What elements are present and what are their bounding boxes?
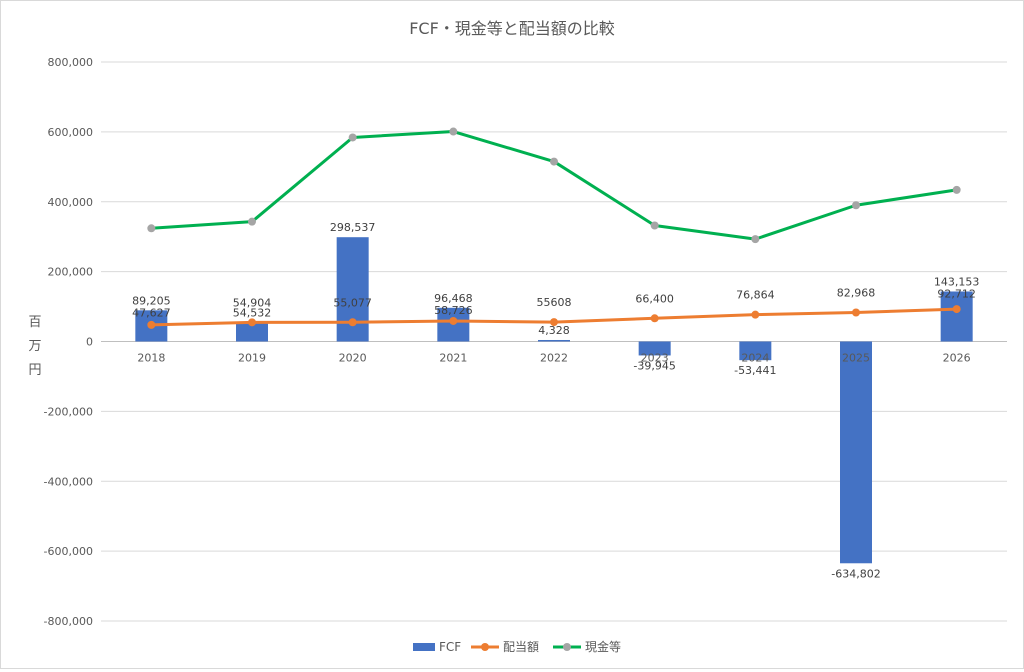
dividend-point xyxy=(449,316,458,325)
fcf-bar xyxy=(940,291,973,342)
x-tick-label: 2024 xyxy=(741,352,769,365)
x-axis-ticks: 2018 2019 2020 2021 2022 2023 2024 2025 2026 xyxy=(137,352,970,365)
legend-cash-marker xyxy=(563,643,571,651)
y-axis-label: 百万円 xyxy=(28,315,41,378)
fcf-bar xyxy=(638,341,671,356)
cash-point xyxy=(348,133,357,142)
dividend-data-label: 76,864 xyxy=(736,289,775,302)
y-axis-label-char: 万 xyxy=(28,339,41,354)
fcf-bars xyxy=(135,237,973,564)
dividend-point xyxy=(751,310,760,319)
fcf-data-label: 298,537 xyxy=(330,221,376,234)
x-tick-label: 2018 xyxy=(137,352,165,365)
cash-point xyxy=(952,185,961,194)
dividend-point xyxy=(147,320,156,329)
x-tick-label: 2019 xyxy=(238,352,266,365)
y-tick-label: -800,000 xyxy=(44,615,93,628)
fcf-bar xyxy=(538,339,570,342)
y-tick-label: -200,000 xyxy=(44,405,93,418)
cash-point xyxy=(147,224,156,233)
fcf-data-label: -53,441 xyxy=(734,364,776,377)
cash-point xyxy=(550,157,558,166)
dividend-point xyxy=(550,318,558,327)
data-labels: 89,205 54,532 298,537 96,468 4,328 -39,945 -53… xyxy=(132,221,979,580)
y-tick-label: 600,000 xyxy=(48,126,94,139)
cash-point xyxy=(449,127,458,136)
dividend-data-label: 58,726 xyxy=(434,304,473,317)
fcf-data-label: 4,328 xyxy=(538,324,570,337)
y-tick-label: 800,000 xyxy=(48,56,94,69)
dividend-data-label: 55,077 xyxy=(333,296,372,309)
dividend-data-label: 55608 xyxy=(537,296,572,309)
dividend-data-label: 66,400 xyxy=(635,292,674,305)
legend-cash-label: 現金等 xyxy=(585,639,621,654)
legend-fcf-label: FCF xyxy=(439,640,461,654)
fcf-bar xyxy=(236,322,268,342)
legend-fcf-swatch xyxy=(413,643,435,651)
dividend-point xyxy=(348,318,357,327)
dividend-data-label: 92,712 xyxy=(937,287,976,300)
cash-point xyxy=(248,217,256,226)
y-tick-label: 200,000 xyxy=(48,266,94,279)
y-axis-label-char: 百 xyxy=(28,315,41,330)
dividend-point xyxy=(852,308,860,317)
fcf-data-label: -634,802 xyxy=(831,567,880,580)
dividend-data-label: 54,904 xyxy=(233,296,272,309)
fcf-data-label: 54,532 xyxy=(233,306,272,319)
x-tick-label: 2025 xyxy=(842,352,870,365)
x-tick-label: 2026 xyxy=(943,352,971,365)
y-axis-ticks: 800,000 600,000 400,000 200,000 0 -200,000 -40… xyxy=(44,56,93,628)
legend-dividend-marker xyxy=(481,643,489,651)
y-tick-label: -400,000 xyxy=(44,475,93,488)
legend: FCF 配当額 現金等 xyxy=(413,639,621,654)
x-tick-label: 2023 xyxy=(641,352,669,365)
fcf-data-label: 89,205 xyxy=(132,294,171,307)
x-tick-label: 2022 xyxy=(540,352,568,365)
cash-line xyxy=(151,130,957,241)
dividend-point xyxy=(650,314,659,323)
x-tick-label: 2020 xyxy=(339,352,367,365)
y-axis-label-char: 円 xyxy=(28,363,41,378)
fcf-bar xyxy=(739,341,772,361)
y-tick-label: -600,000 xyxy=(44,545,93,558)
dividend-data-label: 47,627 xyxy=(132,306,171,319)
legend-dividend-label: 配当額 xyxy=(503,640,539,654)
chart-title: FCF・現金等と配当額の比較 xyxy=(409,19,615,38)
cash-point xyxy=(650,221,659,230)
dividend-point xyxy=(952,305,961,314)
series-lines xyxy=(147,127,961,329)
dividend-point xyxy=(248,318,256,327)
fcf-data-label: 96,468 xyxy=(434,292,473,305)
y-tick-label: 400,000 xyxy=(48,196,94,209)
cash-point xyxy=(751,235,760,244)
x-tick-label: 2021 xyxy=(439,352,467,365)
fcf-data-label: -39,945 xyxy=(633,359,675,372)
cash-point xyxy=(852,201,860,210)
fcf-data-label: 143,153 xyxy=(934,275,980,288)
fcf-bar xyxy=(840,341,872,564)
dividend-data-label: 82,968 xyxy=(837,287,876,300)
y-tick-label: 0 xyxy=(86,336,93,349)
